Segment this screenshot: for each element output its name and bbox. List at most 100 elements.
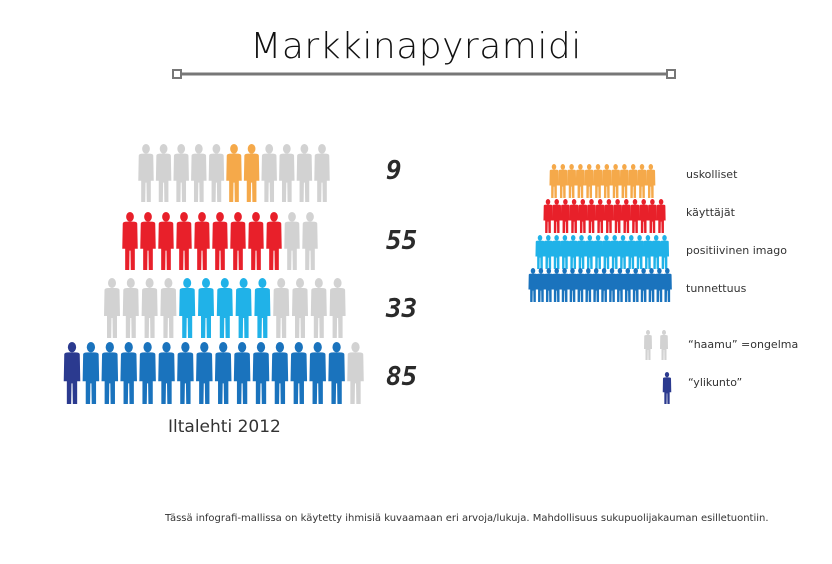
person-icon	[155, 144, 172, 202]
legend-person-icon	[586, 199, 597, 233]
person-icon	[310, 278, 327, 338]
legend-person-icon	[621, 199, 631, 233]
legend-person-icon	[536, 268, 546, 302]
person-icon	[248, 212, 264, 270]
legend-person-icon	[646, 268, 657, 302]
person-icon	[120, 342, 137, 404]
value-label-kayttajat: 55	[386, 226, 418, 256]
legend-person-icon	[618, 235, 628, 269]
person-icon	[296, 144, 313, 202]
person-icon	[160, 278, 177, 338]
legend-person-icon	[560, 235, 570, 269]
legend-person-icon	[607, 268, 617, 302]
legend-person-icon	[560, 199, 570, 233]
legend-person-icon	[604, 199, 614, 233]
person-icon	[290, 342, 308, 404]
value-label-uskolliset: 9	[386, 156, 402, 186]
person-icon	[138, 144, 154, 202]
legend-label-highlight: “ylikunto”	[688, 376, 743, 389]
legend-label-positiivinen-imago: positiivinen imago	[686, 244, 787, 257]
legend-person-icon	[558, 164, 568, 198]
legend-person-icon	[535, 235, 545, 269]
legend-person-icon	[569, 199, 579, 233]
person-icon	[82, 342, 100, 404]
legend-person-icon	[662, 268, 672, 302]
person-icon	[328, 342, 345, 404]
legend-person-icon	[637, 164, 647, 198]
legend-person-icon	[656, 199, 666, 233]
legend-person-icon	[544, 268, 554, 302]
person-icon	[158, 212, 174, 270]
person-icon	[173, 144, 189, 202]
person-icon	[252, 342, 270, 404]
legend-person-icon	[630, 199, 640, 233]
person-icon	[208, 144, 225, 202]
person-icon	[158, 342, 175, 404]
person-icon	[230, 212, 246, 270]
legend-person-icon	[549, 164, 559, 198]
legend-person-icon	[602, 164, 612, 198]
value-label-positiivinen-imago: 33	[386, 294, 418, 324]
legend-person-icon	[576, 235, 587, 269]
legend-person-icon	[610, 235, 620, 269]
person-icon	[104, 278, 120, 338]
legend-person-icon	[611, 164, 621, 198]
person-icon	[191, 144, 207, 202]
person-icon	[198, 278, 214, 338]
legend-person-icon	[615, 268, 625, 302]
person-icon	[194, 212, 210, 270]
legend-person-icon	[575, 268, 585, 302]
legend-person-icon	[619, 164, 629, 198]
person-icon	[101, 342, 119, 404]
legend-person-icon	[543, 235, 553, 269]
person-icon	[254, 278, 271, 338]
person-icon	[122, 278, 139, 338]
legend-person-icon	[635, 235, 645, 269]
legend-person-icon	[623, 268, 633, 302]
person-icon	[122, 212, 138, 270]
legend-person-icon	[583, 268, 593, 302]
legend-person-icon	[543, 199, 553, 233]
legend-person-icon	[593, 235, 603, 269]
person-icon	[235, 278, 252, 338]
person-icon	[139, 342, 156, 404]
person-icon	[226, 144, 242, 202]
legend-label-ghost: “haamu” =ongelma	[688, 338, 799, 351]
person-icon	[140, 212, 156, 270]
legend-person-icon	[654, 268, 664, 302]
legend-person-icon	[599, 268, 609, 302]
legend-person-icon	[601, 235, 611, 269]
highlight-person-icon	[662, 372, 672, 404]
footnote: Tässä infografi-mallissa on käytetty ihm…	[165, 513, 769, 524]
person-icon	[261, 144, 277, 202]
person-icon	[141, 278, 158, 338]
legend-person-icon	[626, 235, 636, 269]
person-icon	[266, 212, 282, 270]
legend-person-icon	[631, 268, 641, 302]
person-icon	[196, 342, 213, 404]
legend-person-icon	[552, 268, 562, 302]
page-title: Markkinapyramidi	[250, 26, 582, 67]
person-icon	[347, 342, 364, 404]
person-icon	[309, 342, 326, 404]
person-icon	[214, 342, 232, 404]
legend-person-icon	[591, 268, 601, 302]
legend-label-uskolliset: uskolliset	[686, 168, 738, 181]
person-icon	[63, 342, 81, 404]
legend-person-icon	[595, 199, 605, 233]
legend-person-icon	[646, 164, 656, 198]
legend-person-icon	[613, 199, 623, 233]
person-icon	[176, 212, 192, 270]
value-label-tunnettuus: 85	[386, 362, 418, 392]
source-label: Iltalehti 2012	[168, 417, 281, 437]
person-icon	[273, 278, 290, 338]
person-icon	[329, 278, 346, 338]
legend-person-icon	[575, 164, 585, 198]
legend-person-icon	[578, 199, 588, 233]
person-icon	[302, 212, 318, 270]
person-icon	[284, 212, 300, 270]
legend-person-icon	[567, 268, 578, 302]
person-icon	[243, 144, 260, 202]
